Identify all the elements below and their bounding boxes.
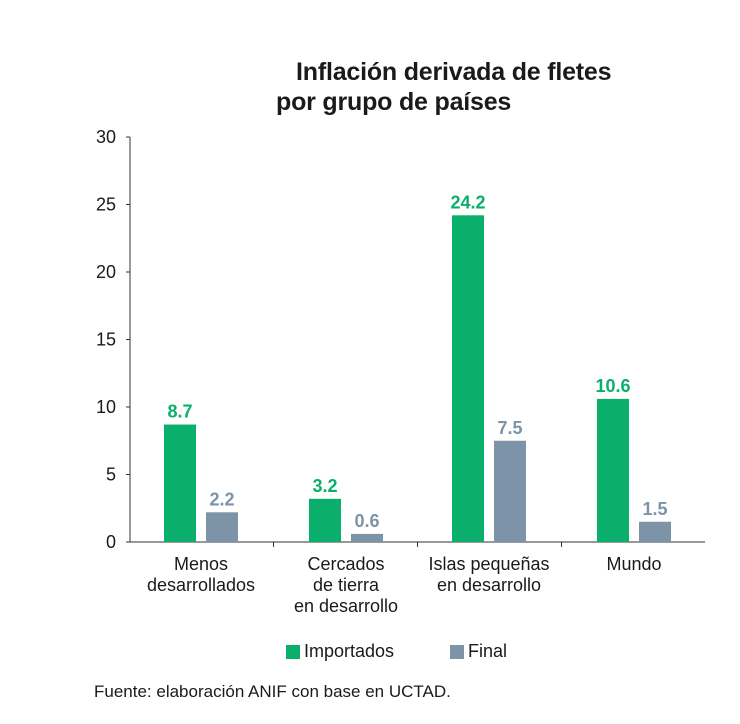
y-tick-label: 0 (106, 532, 116, 552)
y-tick-label: 25 (96, 195, 116, 215)
x-category-label: Cercados (307, 554, 384, 574)
data-label: 1.5 (642, 499, 667, 519)
data-label: 8.7 (167, 402, 192, 422)
data-label: 10.6 (595, 376, 630, 396)
bar-importados (452, 215, 484, 543)
chart-title-line-1: Inflación derivada de fletes (296, 58, 612, 86)
source-note: Fuente: elaboración ANIF con base en UCT… (94, 682, 451, 701)
bar-importados (164, 424, 196, 542)
x-category-label: de tierra (313, 575, 380, 595)
legend-swatch-importados (286, 644, 300, 659)
x-category-label: en desarrollo (437, 575, 541, 595)
x-category-label: Islas pequeñas (428, 554, 549, 574)
y-tick-label: 30 (96, 127, 116, 147)
x-category-label: Menos (174, 554, 228, 574)
x-category-label: Mundo (606, 554, 661, 574)
data-label: 24.2 (450, 192, 485, 212)
x-category-label: en desarrollo (294, 596, 398, 616)
bar-final (206, 512, 238, 542)
data-label: 3.2 (312, 476, 337, 496)
legend-swatch-final (450, 644, 464, 659)
data-label: 0.6 (354, 511, 379, 531)
data-label: 7.5 (497, 418, 522, 438)
data-label: 2.2 (209, 489, 234, 509)
bar-final (639, 521, 671, 542)
legend-label-importados: Importados (304, 641, 395, 661)
y-tick-label: 5 (106, 465, 116, 485)
y-tick-label: 10 (96, 397, 116, 417)
y-tick-label: 20 (96, 262, 116, 282)
bar-final (494, 440, 526, 542)
x-category-label: desarrollados (147, 575, 255, 595)
chart-title-line-2: por grupo de países (276, 88, 512, 116)
legend-item-importados: Importados (286, 641, 394, 662)
legend-item-final: Final (450, 641, 507, 662)
legend-label-final: Final (468, 641, 508, 661)
bar-final (351, 533, 383, 542)
y-tick-label: 15 (96, 330, 116, 350)
bar-importados (309, 498, 341, 542)
bar-importados (597, 398, 629, 542)
